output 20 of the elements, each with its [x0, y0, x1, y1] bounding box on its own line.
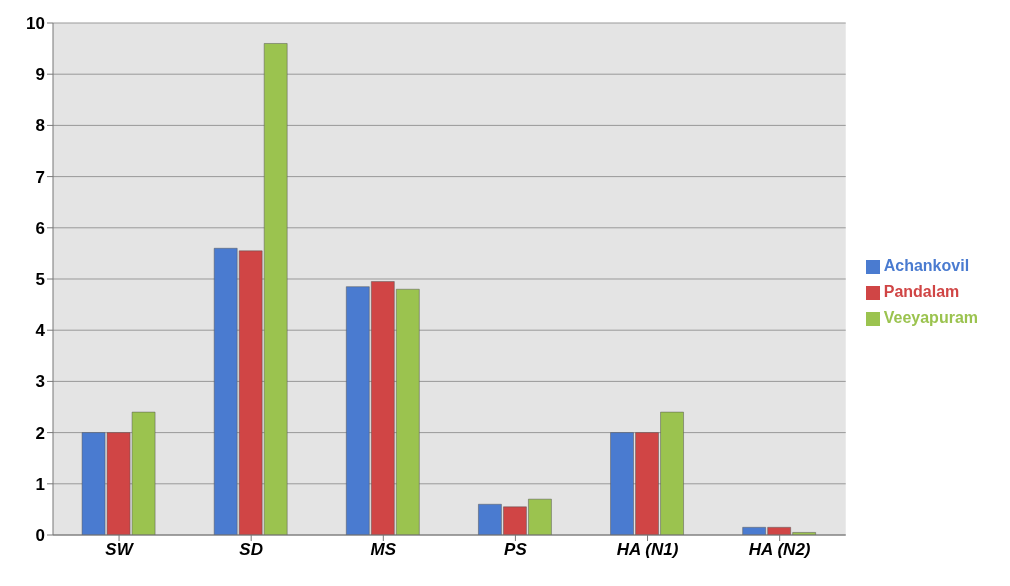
x-tick-label: SW [105, 540, 135, 560]
y-tick-label: 5 [35, 270, 45, 290]
y-tick-label: 2 [35, 423, 45, 443]
x-tick-label: PS [504, 540, 528, 560]
x-tick-label: HA (N2) [748, 540, 811, 560]
y-tick-label: 8 [35, 116, 45, 136]
y-tick-label: 0 [35, 526, 45, 546]
y-tick-label: 10 [26, 14, 45, 34]
y-tick-label: 7 [35, 167, 45, 187]
x-tick-label: MS [370, 540, 397, 560]
y-tick-label: 6 [35, 218, 45, 238]
y-tick-label: 9 [35, 65, 45, 85]
x-tick-label: SD [239, 540, 263, 560]
legend-label: Veeyapuram [883, 309, 978, 326]
x-tick-label: HA (N1) [616, 540, 679, 560]
legend-label: Pandalam [883, 283, 960, 300]
y-tick-label: 3 [35, 372, 45, 392]
y-tick-label: 1 [35, 474, 45, 494]
y-tick-label: 4 [35, 321, 46, 341]
legend-label: Achankovil [883, 257, 970, 274]
